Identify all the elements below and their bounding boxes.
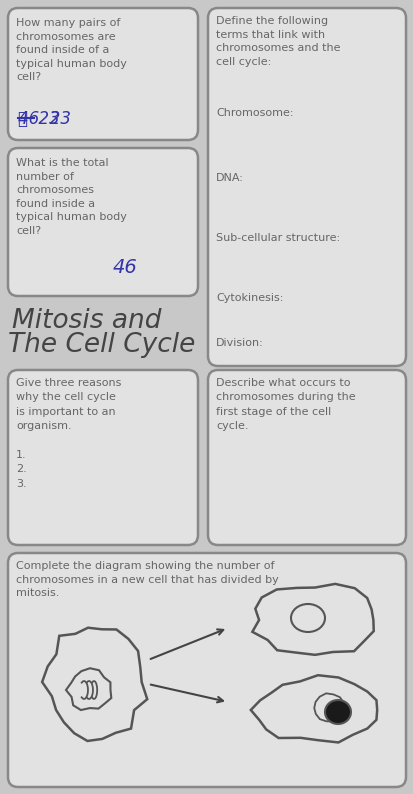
Text: The Cell Cycle: The Cell Cycle [8, 332, 195, 358]
Text: Sub-cellular structure:: Sub-cellular structure: [216, 233, 339, 243]
Polygon shape [42, 628, 147, 741]
Ellipse shape [324, 700, 350, 724]
FancyBboxPatch shape [8, 8, 197, 140]
Text: Mitosis and: Mitosis and [12, 308, 161, 334]
Text: Describe what occurs to
chromosomes during the
first stage of the cell
cycle.: Describe what occurs to chromosomes duri… [216, 378, 355, 431]
Text: Cytokinesis:: Cytokinesis: [216, 293, 282, 303]
Text: 46: 46 [113, 258, 138, 277]
FancyBboxPatch shape [8, 370, 197, 545]
Text: 46  23: 46 23 [18, 110, 71, 128]
Polygon shape [66, 669, 111, 710]
Text: What is the total
number of
chromosomes
found inside a
typical human body
cell?: What is the total number of chromosomes … [16, 158, 126, 236]
FancyBboxPatch shape [207, 8, 405, 366]
Polygon shape [252, 584, 373, 655]
Polygon shape [250, 675, 376, 742]
FancyBboxPatch shape [8, 148, 197, 296]
FancyBboxPatch shape [207, 370, 405, 545]
FancyBboxPatch shape [8, 553, 405, 787]
Ellipse shape [290, 604, 324, 632]
Text: Chromosome:: Chromosome: [216, 108, 293, 118]
Text: How many pairs of
chromosomes are
found inside of a
typical human body
cell?: How many pairs of chromosomes are found … [16, 18, 126, 83]
Text: Division:: Division: [216, 338, 263, 348]
Text: DNA:: DNA: [216, 173, 243, 183]
Text: 䁦  23: 䁦 23 [18, 110, 59, 128]
Text: Define the following
terms that link with
chromosomes and the
cell cycle:: Define the following terms that link wit… [216, 16, 339, 67]
Polygon shape [313, 693, 346, 721]
Text: Complete the diagram showing the number of
chromosomes in a new cell that has di: Complete the diagram showing the number … [16, 561, 278, 598]
Text: Give three reasons
why the cell cycle
is important to an
organism.

1.
2.
3.: Give three reasons why the cell cycle is… [16, 378, 121, 489]
